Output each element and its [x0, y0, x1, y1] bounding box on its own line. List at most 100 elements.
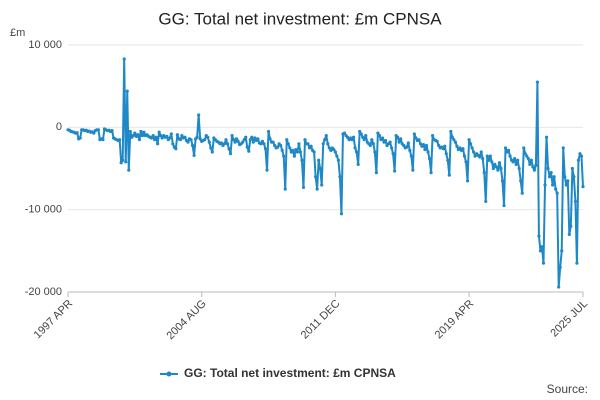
data-point [450, 135, 454, 139]
data-point [423, 147, 427, 152]
data-point [549, 171, 553, 175]
data-point [534, 163, 538, 167]
data-point [245, 145, 249, 149]
data-point [227, 147, 231, 151]
data-point [393, 169, 397, 173]
data-point [383, 138, 388, 143]
data-point [335, 154, 339, 158]
data-point [250, 135, 254, 139]
x-tick-label: 2025 JUL [548, 298, 590, 340]
data-point [402, 143, 406, 148]
data-point [92, 131, 96, 135]
data-point [300, 158, 304, 162]
data-point [461, 147, 465, 151]
data-point [547, 175, 552, 179]
data-point [175, 133, 179, 137]
data-point [133, 131, 137, 135]
data-point [465, 179, 470, 183]
chart-title: GG: Total net investment: £m CPNSA [158, 9, 442, 28]
data-point [294, 147, 298, 152]
data-point [447, 173, 451, 177]
data-point [488, 154, 492, 158]
data-point [557, 285, 561, 289]
data-point [206, 135, 210, 139]
data-point [253, 136, 257, 140]
data-point [210, 150, 214, 154]
data-point [540, 245, 544, 249]
data-point [190, 143, 195, 148]
data-point [171, 142, 175, 146]
data-point [315, 187, 319, 191]
data-point [283, 187, 287, 191]
data-point [575, 261, 579, 265]
data-point [273, 143, 277, 148]
data-point [491, 166, 495, 171]
data-point [332, 147, 336, 152]
data-point [168, 136, 172, 140]
data-point [198, 137, 202, 141]
data-point [443, 144, 447, 148]
data-point [309, 144, 313, 148]
data-point [280, 148, 284, 152]
data-point [490, 160, 494, 164]
data-point [233, 140, 237, 144]
data-point [251, 140, 255, 144]
data-point [551, 183, 555, 187]
data-point [286, 142, 290, 146]
data-point [473, 154, 477, 158]
data-point [467, 138, 471, 142]
data-point [236, 139, 240, 143]
data-point [493, 162, 497, 166]
data-point [572, 175, 576, 179]
data-point [380, 136, 385, 140]
data-point [554, 187, 558, 191]
data-point [370, 138, 374, 142]
data-point [244, 135, 248, 139]
data-point [389, 146, 394, 150]
data-point [531, 165, 535, 169]
data-point [376, 131, 380, 135]
data-point [101, 138, 105, 142]
data-point [110, 129, 114, 133]
data-point [541, 261, 546, 265]
data-point [399, 137, 403, 141]
data-point [374, 171, 378, 175]
y-tick-label: 0 [56, 121, 62, 133]
data-point [543, 183, 547, 187]
data-point [121, 158, 125, 162]
data-point [345, 135, 350, 139]
data-point [481, 157, 485, 161]
y-tick-label: -20 000 [25, 286, 62, 298]
data-point [362, 138, 366, 142]
data-point [160, 136, 164, 140]
data-point [535, 80, 540, 84]
data-point [503, 146, 508, 150]
data-point [225, 142, 230, 146]
data-point [127, 168, 131, 172]
data-point [570, 166, 574, 171]
data-point [131, 133, 135, 138]
data-point [358, 129, 362, 134]
data-point [487, 158, 491, 162]
data-point [472, 150, 476, 154]
data-point [579, 154, 584, 158]
data-point [453, 140, 457, 144]
data-point [197, 113, 201, 117]
data-point [122, 57, 126, 61]
source: Source: [547, 382, 588, 396]
data-point [248, 138, 252, 142]
data-point [578, 152, 582, 156]
data-point [124, 160, 128, 164]
data-point [558, 265, 562, 269]
data-point [397, 140, 401, 144]
data-point [336, 158, 341, 162]
data-point [285, 138, 289, 142]
data-point [152, 138, 157, 142]
data-point [355, 150, 359, 154]
data-point [371, 142, 375, 146]
data-point [464, 160, 468, 164]
data-point [291, 148, 295, 152]
data-point [444, 152, 448, 156]
data-point [140, 133, 145, 138]
data-point [431, 133, 435, 138]
